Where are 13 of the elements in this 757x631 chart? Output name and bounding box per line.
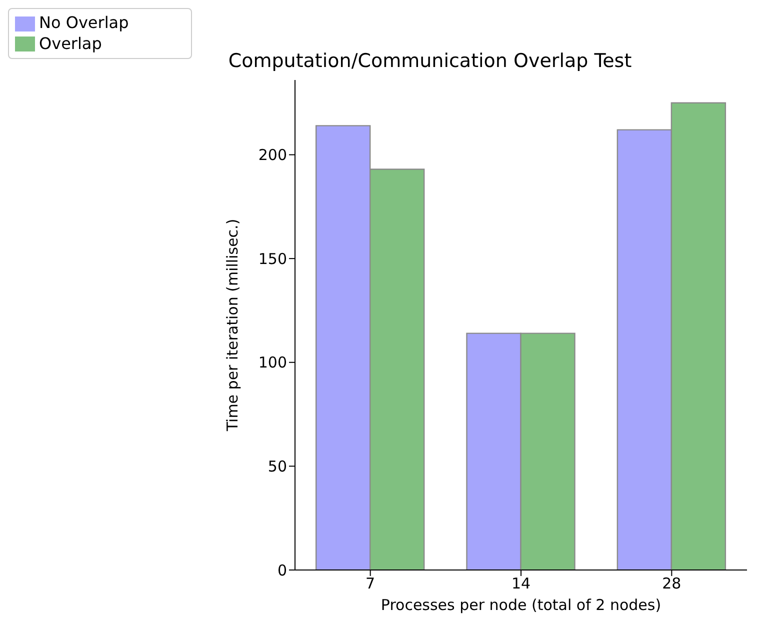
legend-label: No Overlap	[39, 13, 129, 32]
y-tick-label: 50	[268, 458, 287, 476]
y-tick-label: 200	[258, 146, 287, 164]
chart-title: Computation/Communication Overlap Test	[227, 50, 633, 72]
x-tick-label: 14	[511, 574, 531, 593]
y-tick-label: 150	[258, 250, 287, 268]
x-axis-title: Processes per node (total of 2 nodes)	[380, 596, 662, 614]
y-tick-label: 100	[258, 354, 287, 372]
x-tick-label: 28	[662, 574, 682, 593]
x-tick-label: 7	[366, 574, 376, 593]
y-axis-title: Time per iteration (millisec.)	[223, 218, 242, 432]
legend-label: Overlap	[39, 34, 102, 53]
y-tick-label: 0	[277, 561, 287, 580]
